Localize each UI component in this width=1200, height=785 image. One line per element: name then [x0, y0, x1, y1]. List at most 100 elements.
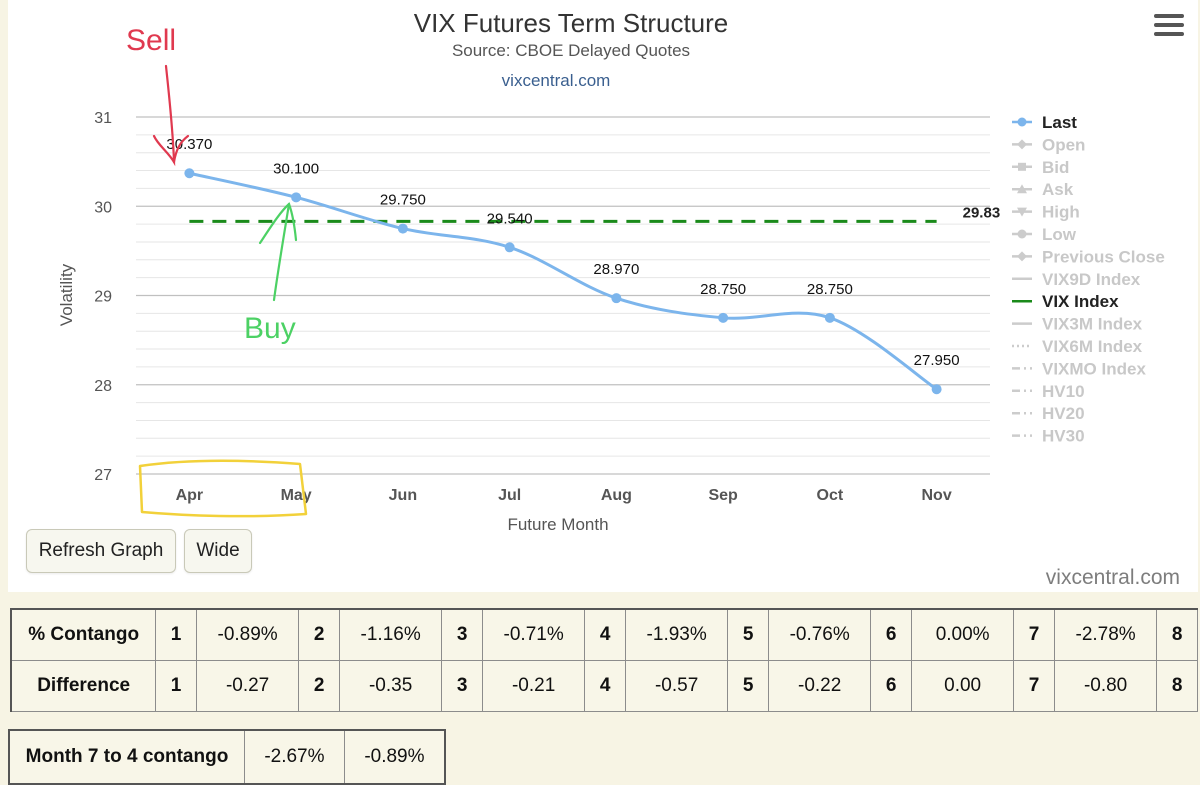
last-data-point[interactable] — [931, 384, 942, 395]
x-tick-label: Apr — [176, 487, 204, 504]
legend-item[interactable]: Bid — [1012, 158, 1069, 177]
legend-item[interactable]: VIX3M Index — [1012, 315, 1143, 334]
month-index-cell: 4 — [584, 608, 626, 661]
contango-table: % Contango 1 -0.89% 2 -1.16% 3 -0.71% 4 -1.93% 5-… — [10, 608, 1198, 712]
x-tick-label: May — [281, 487, 312, 504]
row-header: % Contango — [10, 608, 157, 661]
vix-index-series: 29.83 — [189, 204, 1001, 223]
legend-item[interactable]: VIX6M Index — [1012, 337, 1143, 356]
refresh-graph-button[interactable]: Refresh Graph — [26, 529, 176, 573]
x-tick-label: Sep — [708, 487, 738, 504]
last-data-point[interactable] — [504, 242, 515, 253]
y-tick-label: 31 — [94, 110, 112, 127]
last-data-label: 28.750 — [807, 281, 853, 298]
legend-item[interactable]: Low — [1012, 225, 1077, 244]
legend-item[interactable]: VIX9D Index — [1012, 270, 1141, 289]
value-cell: 0.00 — [910, 659, 1015, 712]
summary-label: Month 7 to 4 contango — [8, 729, 245, 785]
highlight-box-annotation — [138, 459, 308, 518]
value-cell: -0.76% — [767, 608, 872, 661]
month-index-cell: 7 — [1013, 659, 1055, 712]
month-index-cell: 6 — [870, 608, 912, 661]
legend-item-label: Previous Close — [1042, 247, 1165, 266]
y-tick-label: 29 — [94, 289, 112, 306]
buy-arrow-head — [258, 202, 298, 245]
legend-item-label: VIX6M Index — [1042, 337, 1143, 356]
month-index-cell: 7 — [1013, 608, 1055, 661]
row-header: Difference — [10, 659, 157, 712]
value-cell: 0.00% — [910, 608, 1015, 661]
chart-subtitle: Source: CBOE Delayed Quotes — [452, 41, 690, 60]
x-tick-label: Jun — [389, 487, 417, 504]
month-index-cell: 2 — [298, 608, 340, 661]
value-cell: -1.93% — [624, 608, 729, 661]
last-data-point[interactable] — [184, 168, 195, 179]
legend-item-label: Bid — [1042, 158, 1069, 177]
legend-item-label: Open — [1042, 135, 1085, 154]
legend-item[interactable]: High — [1012, 203, 1080, 222]
legend-item-label: High — [1042, 203, 1080, 222]
legend-item-label: VIX9D Index — [1042, 270, 1141, 289]
vix-index-value-label: 29.83 — [963, 204, 1001, 221]
value-cell: -1.16% — [338, 608, 443, 661]
legend-item-label: VIXMO Index — [1042, 359, 1146, 378]
summary-row: Month 7 to 4 contango -2.67% -0.89% — [8, 729, 446, 785]
y-tick-label: 27 — [94, 467, 112, 484]
value-cell: -0.89% — [195, 608, 300, 661]
contango-table-row: Difference 1 -0.27 2 -0.35 3 -0.21 4 -0.57 5 -0.22… — [10, 659, 1198, 712]
last-data-point[interactable] — [397, 223, 408, 234]
x-axis-label: Future Month — [507, 515, 608, 534]
y-tick-label: 30 — [94, 199, 112, 216]
buy-annotation-text: Buy — [244, 312, 296, 345]
value-cell: -0.71% — [481, 608, 586, 661]
last-data-label: 28.750 — [700, 281, 746, 298]
legend-item-label: VIX3M Index — [1042, 315, 1143, 334]
last-data-point[interactable] — [824, 312, 835, 323]
legend-item-label: Last — [1042, 113, 1077, 132]
legend-item[interactable]: HV10 — [1012, 382, 1085, 401]
value-cell: -0.57 — [624, 659, 729, 712]
chart-panel: VIX Futures Term Structure Source: CBOE … — [8, 0, 1198, 592]
legend-item-label: HV30 — [1042, 427, 1085, 446]
wide-button[interactable]: Wide — [184, 529, 252, 573]
last-data-point[interactable] — [718, 312, 729, 323]
y-axis-ticks: 27 28 29 30 31 — [94, 110, 112, 484]
month-index-cell: 5 — [727, 659, 769, 712]
x-axis-ticks: Apr May Jun Jul Aug Sep Oct Nov — [176, 487, 952, 504]
legend-item[interactable]: Last — [1012, 113, 1077, 132]
value-cell: -2.78% — [1053, 608, 1158, 661]
hamburger-menu-icon[interactable] — [1154, 14, 1184, 40]
watermark-text: vixcentral.com — [1045, 566, 1180, 589]
last-data-label: 29.540 — [487, 210, 533, 227]
legend-item[interactable]: Previous Close — [1012, 247, 1165, 266]
month-index-cell: 3 — [441, 659, 483, 712]
month-index-cell: 1 — [155, 608, 197, 661]
buy-arrow — [272, 202, 291, 302]
vix-term-structure-chart: VIX Futures Term Structure Source: CBOE … — [57, 8, 1165, 534]
month-index-cell: 1 — [155, 659, 197, 712]
chart-credit-link[interactable]: vixcentral.com — [502, 71, 611, 90]
legend-item[interactable]: VIX Index — [1012, 292, 1119, 311]
legend-item[interactable]: Open — [1012, 135, 1085, 154]
legend-item[interactable]: HV20 — [1012, 404, 1085, 423]
month-index-cell: 3 — [441, 608, 483, 661]
month-index-cell: 2 — [298, 659, 340, 712]
legend-item[interactable]: Ask — [1012, 180, 1074, 199]
last-data-point[interactable] — [611, 293, 622, 304]
legend-item-label: Ask — [1042, 180, 1074, 199]
summary-table: Month 7 to 4 contango -2.67% -0.89% — [8, 729, 446, 785]
last-data-label: 27.950 — [914, 352, 960, 369]
contango-table-row: % Contango 1 -0.89% 2 -1.16% 3 -0.71% 4 -1.93% 5-… — [10, 608, 1198, 661]
y-tick-label: 28 — [94, 378, 112, 395]
legend-item[interactable]: VIXMO Index — [1012, 359, 1146, 378]
last-data-point[interactable] — [291, 192, 302, 203]
last-data-label: 30.100 — [273, 160, 319, 177]
legend-item[interactable]: HV30 — [1012, 427, 1085, 446]
month-index-cell: 8 — [1156, 659, 1198, 712]
legend-item-label: Low — [1042, 225, 1077, 244]
sell-annotation-text: Sell — [126, 24, 176, 57]
chart-legend: Last Open Bid Ask High Low Previous Close VIX9D… — [1012, 113, 1165, 446]
hand-annotations: Sell Buy — [126, 24, 308, 518]
grid-lines — [136, 116, 990, 475]
